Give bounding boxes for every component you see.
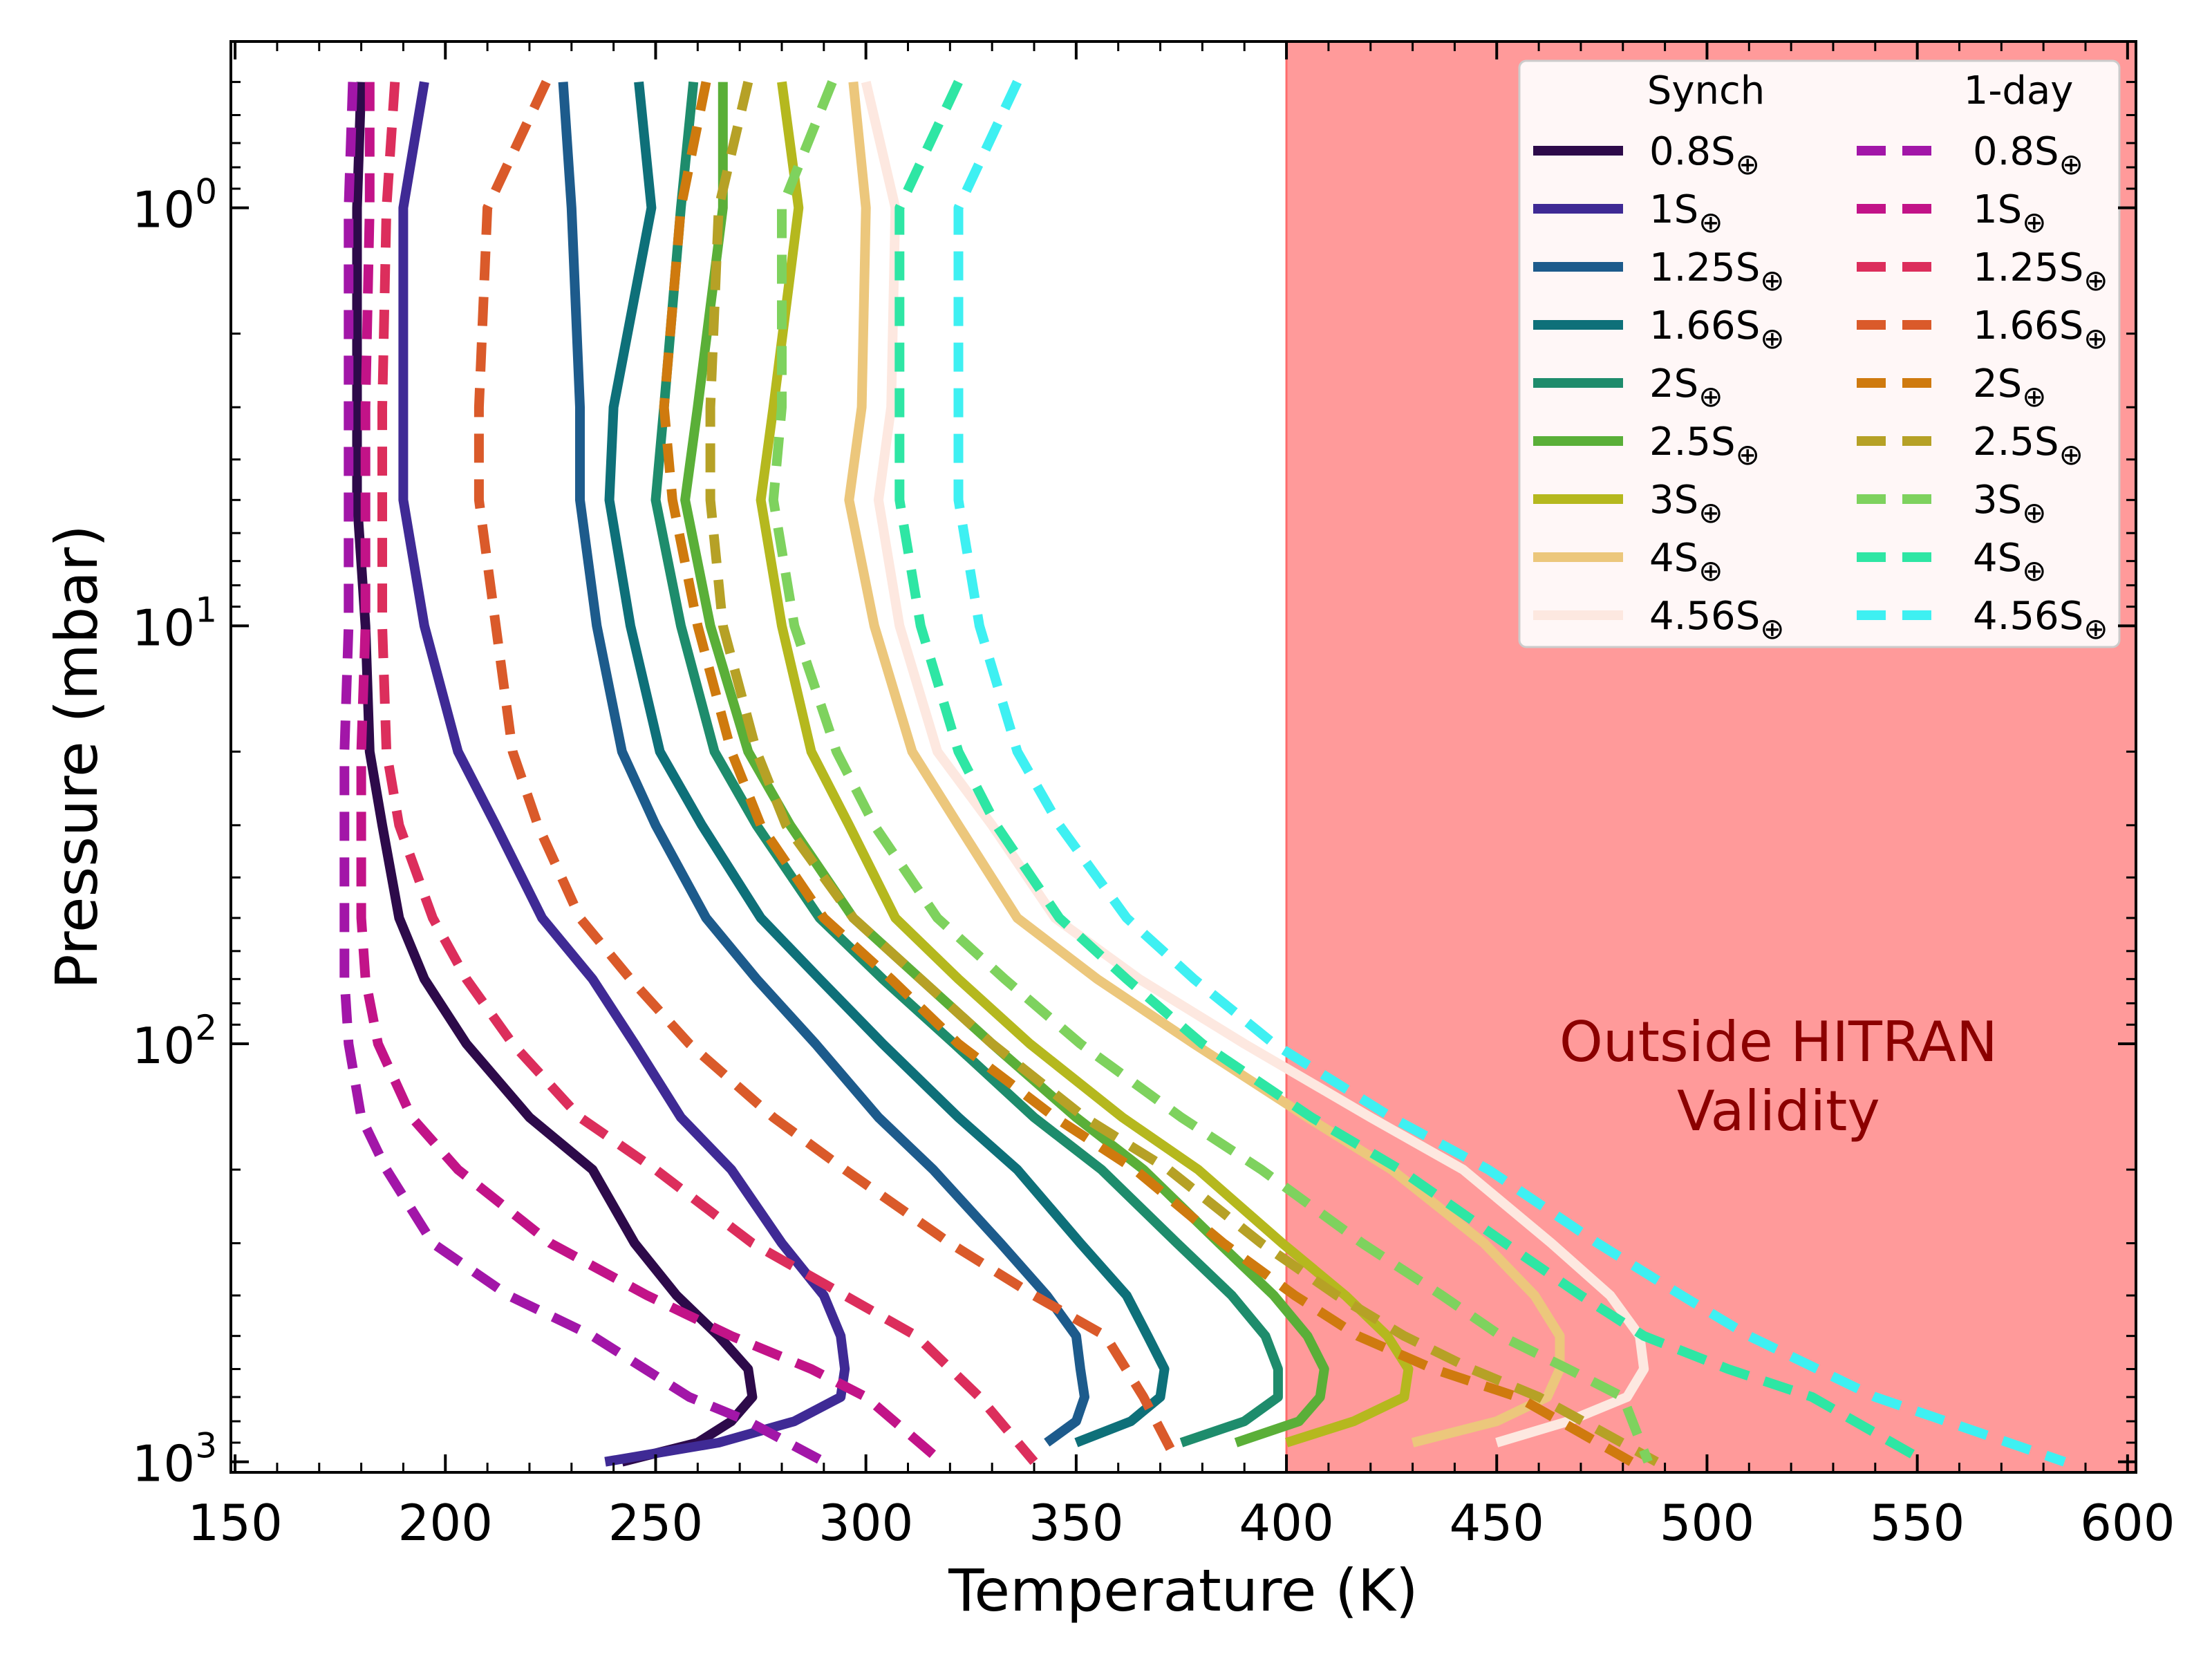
x-axis-label: Temperature (K) xyxy=(948,1557,1418,1624)
x-tick-label: 550 xyxy=(1870,1494,1965,1552)
series-line-1day-0p8 xyxy=(339,82,827,1466)
axes: 150 200 250 300 350 400 450 500 550 6001001011021… xyxy=(132,40,2175,1552)
x-tick-label: 300 xyxy=(818,1494,913,1552)
series-layer xyxy=(339,79,2066,1467)
series-line-1day-4p56 xyxy=(953,79,2066,1467)
series-line-1day-1p25 xyxy=(377,82,1038,1465)
legend-column-title-1day: 1-day xyxy=(1964,68,2074,113)
plot-frame xyxy=(229,40,2137,1474)
x-tick-label: 600 xyxy=(2080,1494,2175,1552)
x-tick-label: 150 xyxy=(187,1494,282,1552)
series-line-1day-2 xyxy=(659,81,1634,1466)
x-tick-label: 350 xyxy=(1029,1494,1123,1552)
series-line-synch-1p25 xyxy=(558,82,1089,1447)
hitran-label-line-1: Outside HITRAN xyxy=(1559,1010,1998,1074)
series-line-synch-3 xyxy=(756,81,1414,1447)
legend-frame xyxy=(1518,59,2121,648)
x-tick-label: 250 xyxy=(608,1494,703,1552)
series-line-1day-2p5 xyxy=(705,81,1659,1466)
plot-area: Outside HITRAN Validity Synch 1-day0.8S⊕1… xyxy=(339,41,2136,1472)
x-tick-label: 500 xyxy=(1660,1494,1754,1552)
series-line-synch-1 xyxy=(398,81,850,1467)
x-tick-label: 400 xyxy=(1239,1494,1333,1552)
x-tick-label: 450 xyxy=(1450,1494,1544,1552)
series-line-1day-4 xyxy=(894,79,1929,1466)
hitran-label-line-2: Validity xyxy=(1677,1079,1880,1143)
series-line-1day-1p66 xyxy=(474,79,1182,1464)
legend: Synch 1-day0.8S⊕1S⊕1.25S⊕1.66S⊕2S⊕2.5S⊕3S… xyxy=(1518,59,2121,648)
legend-entry-label: 1S⊕ xyxy=(1649,187,1723,239)
series-line-synch-1p66 xyxy=(604,81,1170,1447)
series-line-synch-0p8 xyxy=(352,82,758,1467)
y-axis-label: Pressure (mbar) xyxy=(43,525,111,989)
series-line-1day-1 xyxy=(356,82,945,1466)
series-line-synch-4p56 xyxy=(861,81,1649,1447)
x-tick-label: 200 xyxy=(398,1494,493,1552)
series-line-1day-3 xyxy=(768,79,1653,1464)
legend-column-title-synch: Synch xyxy=(1647,68,1765,113)
